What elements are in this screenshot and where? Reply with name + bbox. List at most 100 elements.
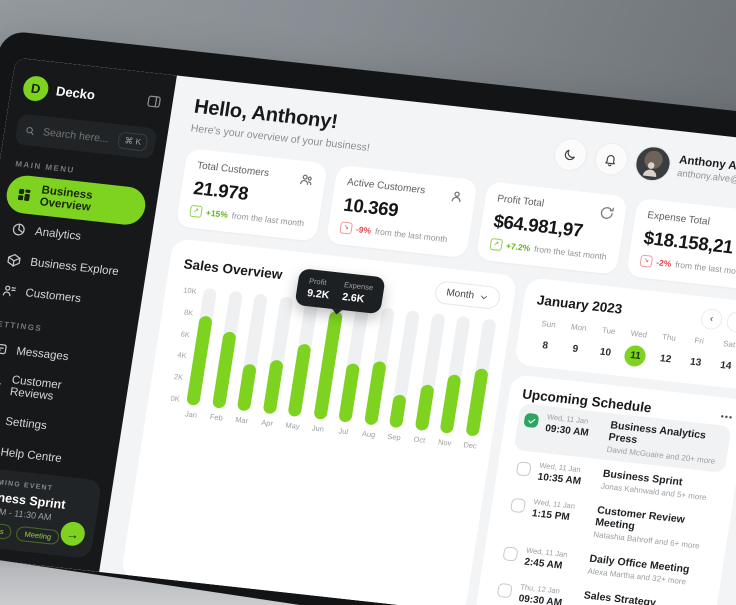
calendar-day-name: Mon — [570, 322, 588, 333]
notifications-button[interactable] — [592, 140, 631, 178]
checkbox-unchecked[interactable] — [515, 461, 532, 477]
profit-bar[interactable] — [465, 367, 489, 437]
sidebar-item-messages[interactable]: Messages — [0, 333, 123, 377]
search-shortcut: ⌘ K — [117, 131, 149, 152]
calendar-date[interactable]: 9 — [571, 343, 579, 356]
upcoming-event-card: UPCOMING EVENT Business Sprint 10:35 AM … — [0, 465, 103, 559]
sidebar-item-analytics[interactable]: Analytics — [0, 213, 142, 257]
sidebar-item-label: Business Overview — [38, 184, 94, 214]
schedule-body: Customer Review Meeting Natashia Bahroff … — [593, 504, 712, 551]
collapse-sidebar-icon[interactable] — [145, 93, 162, 109]
sidebar-item-business-explore[interactable]: Business Explore — [0, 244, 137, 288]
x-tick-label: Jun — [311, 423, 325, 434]
bar-stack — [236, 293, 268, 412]
calendar-date[interactable]: 14 — [719, 359, 733, 373]
y-tick-label: 4K — [176, 350, 188, 361]
calendar-title: January 2023 — [535, 292, 624, 317]
bar-stack — [262, 296, 294, 415]
calendar-date[interactable]: 10 — [599, 346, 612, 359]
bar-stack — [312, 301, 345, 420]
search-input[interactable] — [40, 124, 114, 147]
stat-delta-percent: -2% — [655, 257, 673, 269]
moon-icon — [562, 147, 578, 162]
checkbox-checked[interactable] — [523, 412, 540, 429]
checkbox-unchecked[interactable] — [502, 546, 519, 562]
schedule-menu-button[interactable]: ••• — [719, 410, 734, 423]
calendar-card: January 2023 ‹ › Sun Mon Tue Wed Thu Fri Sat 8… — [513, 277, 736, 391]
profit-bar[interactable] — [262, 359, 284, 415]
sidebar-item-business-overview[interactable]: Business Overview — [3, 173, 148, 227]
search-bar[interactable]: ⌘ K — [14, 113, 158, 160]
dark-mode-button[interactable] — [551, 136, 590, 173]
sidebar-nav: MAIN MENU Business Overview Analytics Busin… — [0, 144, 153, 480]
bar-stack — [211, 290, 243, 409]
x-tick-label: Feb — [209, 412, 224, 423]
calendar-date[interactable]: 12 — [659, 353, 672, 366]
sales-overview-card: Sales Overview Month 10K 8K 6K 4K 2K 0K Jan Fe… — [120, 238, 518, 605]
profit-bar[interactable] — [363, 361, 387, 426]
sidebar-item-label: Settings — [4, 415, 48, 432]
chart-plot: Jan Feb Mar Apr May Jun Jul Aug Sep Oct Nov Dec Pro… — [184, 268, 497, 451]
x-tick-label: Jul — [337, 426, 349, 437]
bar-stack — [363, 307, 395, 426]
y-tick-label: 8K — [183, 307, 194, 318]
sidebar-item-label: Business Explore — [29, 256, 120, 278]
stat-delta-note: from the last month — [231, 210, 305, 229]
profit-bar[interactable] — [287, 343, 312, 418]
calendar-day-name: Sat — [722, 339, 736, 350]
trend-up-icon: ↗ — [489, 237, 504, 252]
profit-bar[interactable] — [338, 362, 361, 423]
schedule-item[interactable]: Wed, 11 Jan 09:30 AM Business Analytics Pr… — [513, 403, 732, 473]
trend-down-icon: ↘ — [639, 254, 654, 268]
bar-stack — [439, 315, 472, 434]
x-tick-label: Aug — [361, 428, 377, 440]
x-tick-label: Mar — [234, 415, 249, 426]
profit-bar[interactable] — [439, 374, 462, 434]
bell-icon — [603, 151, 619, 166]
calendar-prev-button[interactable]: ‹ — [699, 307, 724, 331]
stat-card: Expense Total $18.158,21 ↘ -2% from the last… — [625, 197, 736, 292]
avatar[interactable] — [632, 144, 673, 183]
stat-card: Profit Total $64.981,97 ↗ +7.2% from the las… — [475, 181, 629, 275]
star-icon — [0, 376, 3, 392]
calendar-date[interactable]: 13 — [689, 356, 703, 369]
brand-name: Decko — [55, 83, 97, 103]
checkbox-unchecked[interactable] — [496, 582, 513, 599]
sales-title: Sales Overview — [182, 256, 284, 283]
tooltip-profit-value: 9.2K — [306, 287, 331, 302]
stat-card: Active Customers 10.369 ↘ -9% from the last … — [325, 164, 478, 259]
calendar-day-name: Fri — [693, 335, 705, 346]
calendar-date-selected[interactable]: 11 — [619, 344, 652, 368]
bar-stack — [287, 298, 319, 418]
brand-logo: D — [21, 74, 51, 103]
stat-delta-note: from the last month — [674, 259, 736, 278]
trend-up-icon: ↗ — [189, 204, 203, 218]
bar-stack — [338, 304, 370, 423]
schedule-body: Daily Office Meeting Alexa Martha and 32+… — [587, 553, 690, 587]
calendar-next-button[interactable]: › — [725, 310, 736, 334]
sidebar-item-customers[interactable]: Customers — [0, 275, 132, 319]
month-filter-dropdown[interactable]: Month — [433, 280, 502, 311]
calendar-date[interactable]: 8 — [541, 340, 549, 352]
upcoming-schedule-card: Upcoming Schedule ••• Wed, 11 Jan 09:30 A… — [474, 374, 736, 605]
gauge-icon — [598, 205, 615, 221]
profit-bar[interactable] — [389, 394, 408, 429]
schedule-body: Business Sprint Jonas Kahnwald and 5+ mor… — [600, 468, 709, 502]
checkbox-unchecked[interactable] — [510, 497, 527, 514]
bar-stack — [389, 310, 421, 429]
tooltip-expense-value: 2.6K — [341, 291, 366, 306]
y-tick-label: 0K — [169, 393, 181, 404]
event-tag: Meeting — [15, 525, 61, 546]
profit-bar[interactable] — [312, 311, 343, 420]
month-filter-label: Month — [445, 287, 475, 302]
profit-bar[interactable] — [236, 363, 258, 412]
schedule-body: Sales Strategy — [583, 589, 657, 605]
profit-bar[interactable] — [414, 384, 435, 432]
schedule-datetime: Wed, 11 Jan 1:15 PM — [531, 497, 590, 525]
profit-bar[interactable] — [211, 331, 237, 409]
tooltip-profit-label: Profit — [308, 276, 328, 288]
